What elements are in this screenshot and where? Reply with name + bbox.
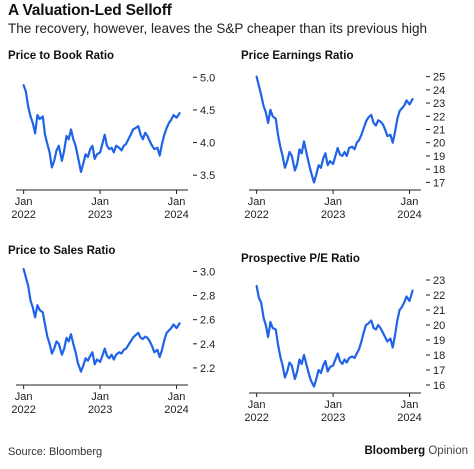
x-tick-label: Jan	[15, 196, 33, 208]
panel-price-to-sales: Price to Sales Ratio Jan 2022 Jan 2023 Jan 20…	[8, 245, 245, 440]
brand-sub: Opinion	[428, 445, 468, 457]
x-tick-label: Jan	[324, 196, 342, 208]
x-tick-label: 2023	[88, 209, 112, 221]
y-tick-label: 19	[433, 151, 445, 163]
x-tick-label: Jan	[168, 391, 186, 403]
y-tick-label: 4.0	[200, 138, 215, 150]
x-tick-label: 2023	[88, 404, 112, 416]
x-tick-label: 2022	[11, 209, 35, 221]
y-tick-label: 18	[433, 350, 445, 362]
x-tick-label: Jan	[324, 399, 342, 411]
y-tick-label: 5.0	[200, 72, 215, 84]
y-tick-label: 22	[433, 111, 445, 123]
y-tick-label: 23	[433, 98, 445, 110]
y-tick-label: 22	[433, 290, 445, 302]
panel-title: Price to Sales Ratio	[8, 245, 116, 257]
x-tick-label: Jan	[248, 399, 266, 411]
x-tick-label: 2022	[244, 412, 268, 424]
y-tick-label: 25	[433, 72, 445, 84]
x-tick-label: Jan	[401, 399, 419, 411]
x-tick-label: Jan	[401, 196, 419, 208]
panel-title: Prospective P/E Ratio	[241, 253, 360, 265]
x-tick-label: Jan	[15, 391, 33, 403]
x-tick-label: 2024	[397, 209, 421, 221]
panel-price-earnings: Price Earnings Ratio Jan 2022 Jan 2023 Jan 20…	[241, 50, 474, 245]
x-tick-label: Jan	[91, 196, 109, 208]
y-tick-label: 3.0	[200, 266, 215, 278]
x-tick-label: Jan	[91, 391, 109, 403]
y-tick-label: 19	[433, 335, 445, 347]
brand-logo: Bloomberg Opinion	[364, 445, 468, 457]
y-tick-label: 24	[433, 85, 445, 97]
y-tick-label: 17	[433, 365, 445, 377]
chart-subtitle: The recovery, however, leaves the S&P ch…	[8, 21, 427, 36]
series-line	[22, 83, 181, 174]
x-tick-label: Jan	[168, 196, 186, 208]
y-tick-label: 2.2	[200, 363, 215, 375]
x-tick-label: 2024	[164, 209, 188, 221]
x-tick-label: 2022	[244, 209, 268, 221]
panel-prospective-pe: Prospective P/E Ratio Jan 2022 Jan 2023 Jan 2…	[241, 253, 474, 448]
x-tick-label: 2024	[164, 404, 188, 416]
y-tick-label: 2.4	[200, 339, 215, 351]
y-tick-label: 3.5	[200, 170, 215, 182]
series-line	[255, 75, 414, 184]
y-tick-label: 23	[433, 275, 445, 287]
y-tick-label: 21	[433, 125, 445, 137]
panel-title: Price to Book Ratio	[8, 50, 115, 62]
x-tick-label: 2022	[11, 404, 35, 416]
x-tick-label: 2023	[321, 209, 345, 221]
series-line	[22, 267, 181, 373]
y-tick-label: 2.6	[200, 315, 215, 327]
source-note: Source: Bloomberg	[8, 446, 103, 458]
y-tick-label: 20	[433, 138, 445, 150]
chart-title: A Valuation-Led Selloff	[8, 2, 172, 19]
series-line	[255, 284, 414, 388]
y-tick-label: 17	[433, 177, 445, 189]
y-tick-label: 4.5	[200, 105, 215, 117]
x-tick-label: 2023	[321, 412, 345, 424]
brand-main: Bloomberg	[364, 445, 426, 457]
panel-price-to-book: Price to Book Ratio Jan 2022 Jan 2023 Jan 202…	[8, 50, 245, 245]
x-tick-label: Jan	[248, 196, 266, 208]
y-tick-label: 20	[433, 320, 445, 332]
y-tick-label: 2.8	[200, 291, 215, 303]
y-tick-label: 18	[433, 164, 445, 176]
panel-title: Price Earnings Ratio	[241, 50, 354, 62]
y-tick-label: 21	[433, 305, 445, 317]
x-tick-label: 2024	[397, 412, 421, 424]
y-tick-label: 16	[433, 380, 445, 392]
